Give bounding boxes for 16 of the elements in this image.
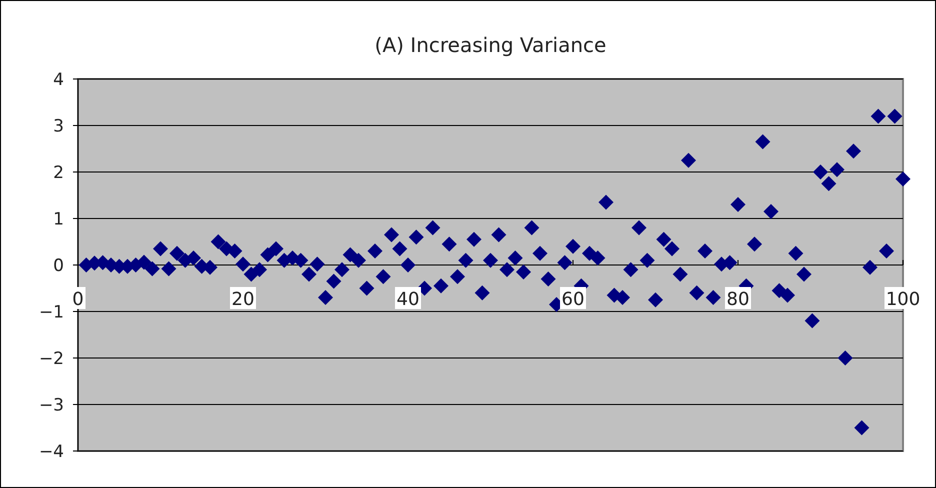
- y-tick-label: 3: [53, 116, 64, 136]
- x-tick-label: 60: [562, 289, 584, 310]
- y-tick-label: −2: [38, 349, 64, 369]
- y-tick-label: −4: [38, 442, 64, 462]
- y-tick-label: −1: [38, 302, 64, 322]
- y-tick-label: 1: [53, 210, 64, 230]
- x-tick-label: 0: [72, 289, 84, 310]
- x-tick-label: 100: [886, 289, 920, 310]
- x-tick-label: 20: [232, 289, 254, 310]
- x-tick-label: 80: [726, 289, 750, 310]
- y-tick-label: 4: [53, 70, 64, 90]
- y-tick-label: 0: [53, 256, 64, 276]
- y-tick-label: −3: [38, 396, 64, 416]
- y-tick-label: 2: [53, 163, 64, 183]
- chart-title: (A) Increasing Variance: [374, 33, 606, 57]
- x-tick-label: 40: [396, 289, 420, 310]
